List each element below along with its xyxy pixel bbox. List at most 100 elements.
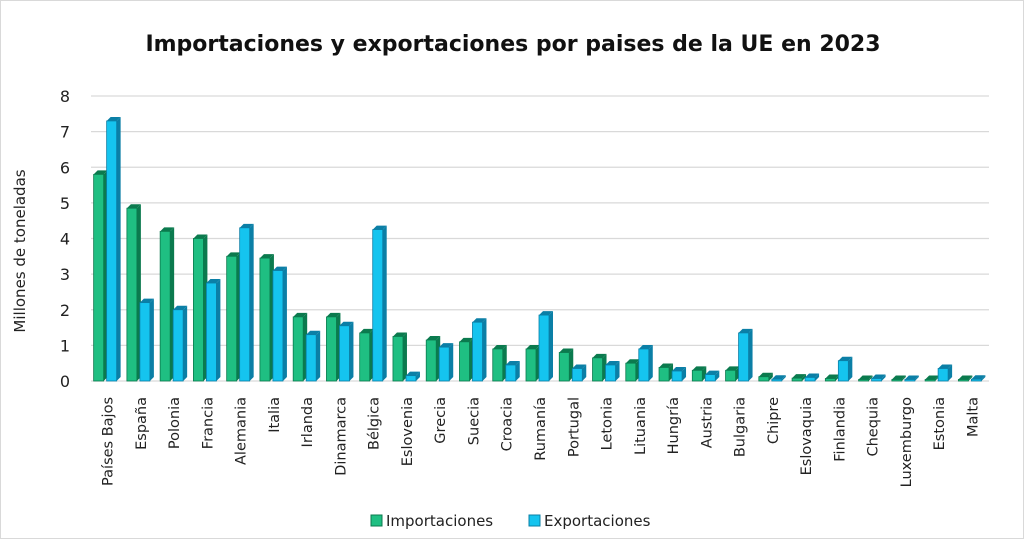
bar-importaciones bbox=[725, 366, 740, 382]
bar-exportaciones bbox=[505, 360, 520, 382]
bar-front bbox=[924, 379, 936, 382]
x-tick-label: Malta bbox=[965, 397, 981, 437]
bar-side bbox=[349, 321, 354, 381]
bar-side bbox=[715, 370, 720, 381]
bar-top bbox=[692, 366, 707, 371]
bar-top bbox=[971, 375, 986, 380]
bar-side bbox=[748, 328, 753, 381]
bar-top bbox=[226, 252, 241, 257]
bar-importaciones bbox=[791, 374, 807, 382]
x-tick-label: Eslovaquia bbox=[799, 397, 815, 475]
bar-top bbox=[272, 266, 287, 271]
y-tick-label: 6 bbox=[60, 158, 70, 177]
x-tick-label: Chequia bbox=[866, 397, 882, 457]
bar-top bbox=[439, 343, 454, 348]
chart-title: Importaciones y exportaciones por paises… bbox=[145, 32, 880, 57]
bar-exportaciones bbox=[339, 321, 354, 382]
bar-importaciones bbox=[292, 312, 308, 382]
bar-side bbox=[402, 332, 407, 381]
bar-front bbox=[957, 379, 969, 382]
x-tick-label: Portugal bbox=[566, 397, 582, 457]
bar-exportaciones bbox=[671, 367, 687, 382]
bar-top bbox=[405, 371, 420, 376]
x-tick-label: Finlandia bbox=[832, 397, 848, 462]
bar-side bbox=[802, 374, 807, 381]
bar-front bbox=[193, 238, 204, 382]
bar-exportaciones bbox=[738, 328, 753, 382]
bar-importaciones bbox=[824, 374, 840, 382]
bar-importaciones bbox=[193, 234, 208, 382]
bar-side bbox=[881, 374, 886, 381]
bar-exportaciones bbox=[272, 266, 287, 382]
bar-front bbox=[339, 325, 350, 382]
bar-importaciones bbox=[957, 375, 973, 382]
bar-front bbox=[359, 332, 371, 382]
bar-top bbox=[193, 234, 208, 239]
bar-front bbox=[571, 368, 583, 382]
y-tick-label: 2 bbox=[60, 301, 70, 320]
legend-swatch-exportaciones bbox=[528, 514, 541, 527]
bar-top bbox=[938, 364, 953, 369]
bar-side bbox=[582, 364, 587, 381]
bar-exportaciones bbox=[206, 279, 221, 382]
legend-swatch-importaciones bbox=[370, 514, 383, 527]
bar-top bbox=[206, 279, 221, 284]
bar-importaciones bbox=[359, 328, 374, 382]
bar-top bbox=[738, 328, 753, 333]
y-tick-label: 1 bbox=[60, 336, 70, 355]
bar-front bbox=[558, 352, 570, 382]
x-tick-label: Letonia bbox=[600, 397, 616, 450]
bar-top bbox=[372, 225, 387, 230]
bar-front bbox=[472, 321, 483, 382]
bar-top bbox=[871, 374, 886, 379]
bar-front bbox=[638, 348, 650, 382]
bar-top bbox=[426, 336, 441, 341]
bar-exportaciones bbox=[538, 311, 553, 382]
bar-exportaciones bbox=[804, 373, 820, 382]
bar-top bbox=[672, 367, 687, 372]
bar-front bbox=[326, 316, 337, 382]
bar-side bbox=[415, 371, 420, 381]
x-tick-labels: Países Bajos España Polonia Francia Alemania… bbox=[101, 397, 982, 487]
bar-side bbox=[515, 360, 520, 381]
x-tick-label: Rumanía bbox=[533, 397, 549, 461]
bar-top bbox=[293, 312, 308, 317]
bar-exportaciones bbox=[871, 374, 886, 382]
bars bbox=[93, 116, 986, 382]
bar-side bbox=[901, 375, 906, 381]
x-tick-label: Croacia bbox=[500, 397, 516, 451]
bar-exportaciones bbox=[472, 318, 487, 382]
bar-front bbox=[159, 230, 171, 382]
bar-front bbox=[272, 270, 284, 382]
bar-exportaciones bbox=[837, 356, 853, 382]
x-tick-label: Eslovenia bbox=[400, 397, 416, 466]
x-tick-label: Estonia bbox=[932, 397, 948, 450]
bar-top bbox=[725, 366, 740, 371]
bar-front bbox=[372, 229, 384, 382]
bar-importaciones bbox=[459, 337, 474, 382]
bar-importaciones bbox=[93, 170, 108, 382]
bar-importaciones bbox=[858, 375, 873, 382]
bar-top bbox=[891, 375, 906, 380]
bar-side bbox=[249, 223, 254, 381]
bar-side bbox=[149, 298, 154, 381]
bar-side bbox=[615, 360, 620, 381]
bar-importaciones bbox=[625, 359, 640, 382]
bar-front bbox=[691, 369, 703, 382]
bar-top bbox=[492, 344, 507, 349]
bar-importaciones bbox=[891, 375, 906, 382]
x-tick-label: Suecia bbox=[466, 397, 482, 445]
bar-side bbox=[768, 372, 773, 381]
bar-importaciones bbox=[492, 344, 507, 382]
bar-top bbox=[559, 348, 574, 353]
bar-importaciones bbox=[592, 353, 607, 382]
bar-top bbox=[505, 360, 520, 365]
x-tick-label: Alemania bbox=[234, 397, 250, 465]
bar-front bbox=[139, 302, 151, 382]
y-tick-label: 3 bbox=[60, 265, 70, 284]
y-tick-label: 7 bbox=[60, 123, 70, 142]
bar-exportaciones bbox=[239, 223, 254, 382]
bar-importaciones bbox=[392, 332, 407, 382]
bar-top bbox=[705, 370, 720, 375]
